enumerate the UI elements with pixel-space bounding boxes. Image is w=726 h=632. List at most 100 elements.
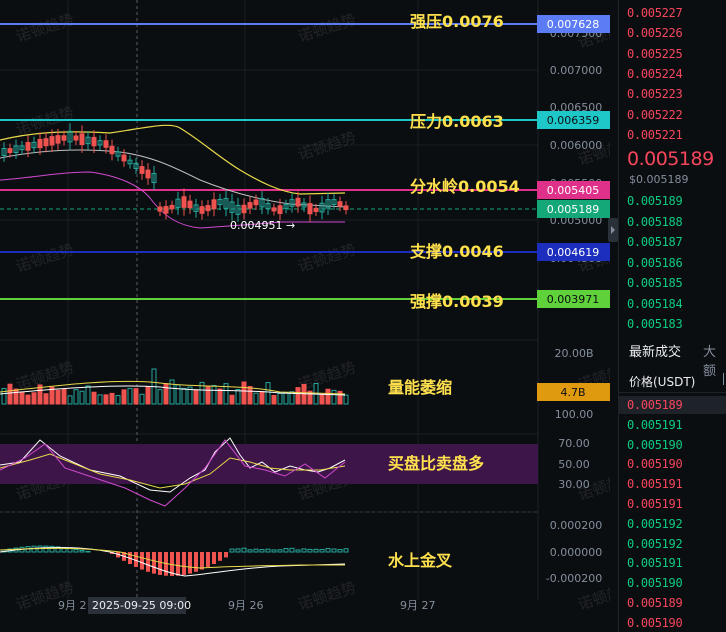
macd-bar	[146, 552, 150, 572]
candle-body	[259, 197, 265, 208]
price-tag-strong-support: 0.003971	[547, 293, 600, 306]
macd-bar	[241, 547, 247, 553]
bid-row[interactable]: 0.005185	[627, 276, 683, 290]
macd-bar	[49, 545, 55, 553]
volume-bar	[187, 386, 193, 405]
candle-body	[43, 138, 49, 147]
collapse-panel-handle[interactable]	[608, 218, 618, 242]
candle-body	[31, 141, 37, 149]
volume-bar	[163, 383, 169, 405]
candle-body	[133, 163, 139, 169]
volume-bar	[85, 385, 91, 405]
ask-row[interactable]: 0.005227	[627, 6, 683, 20]
candle-body	[187, 200, 193, 209]
column-divider	[715, 373, 724, 385]
candle-body	[277, 205, 283, 214]
volume-bar	[91, 391, 97, 405]
volume-bar	[169, 379, 175, 405]
crosshair-time: 2025-09-25 09:00	[92, 599, 191, 612]
trade-row[interactable]: 0.005189	[627, 398, 683, 412]
price-tag-current: 0.005189	[547, 203, 600, 216]
kdj-k	[0, 437, 346, 493]
macd-bar	[289, 547, 295, 553]
axis-label: 50.00	[558, 458, 590, 471]
trade-row[interactable]: 0.005190	[627, 437, 683, 452]
ask-row[interactable]: 0.005225	[627, 46, 683, 61]
candle-body	[91, 136, 97, 147]
candle-body	[181, 196, 187, 208]
candle-body	[49, 136, 55, 146]
candle-body	[217, 198, 223, 206]
volume-bar	[211, 384, 217, 405]
bid-row[interactable]: 0.005187	[627, 235, 683, 249]
trade-row[interactable]: 0.005191	[627, 497, 683, 511]
candle-body	[289, 199, 295, 207]
candle-body	[67, 130, 73, 143]
macd-bar	[224, 552, 228, 558]
price-tag-watershed: 0.005405	[547, 184, 600, 197]
trade-row[interactable]: 0.005190	[627, 615, 683, 630]
trade-row[interactable]: 0.005191	[627, 477, 683, 492]
bid-row[interactable]: 0.005184	[627, 296, 683, 311]
candle-body	[163, 206, 169, 214]
macd-bar	[313, 548, 319, 553]
candle-body	[283, 204, 289, 209]
annotation-strong-support: 强撑0.0039	[410, 292, 504, 311]
macd-bar	[325, 548, 331, 553]
trade-row[interactable]: 0.005189	[627, 596, 683, 610]
candle-body	[103, 140, 109, 148]
volume-bar	[103, 394, 109, 405]
trade-row[interactable]: 0.005191	[627, 417, 683, 432]
annotation-support: 支撑0.0046	[409, 242, 504, 261]
volume-bar	[253, 392, 259, 405]
trade-row[interactable]: 0.005191	[627, 556, 683, 571]
macd-bar	[73, 548, 79, 553]
candle-body	[223, 197, 229, 209]
candle-body	[37, 138, 43, 149]
price-chart[interactable]: 诺顿趋势 诺顿趋势 诺顿趋势 诺顿趋势 诺顿趋势 诺顿趋势 诺顿趋势 诺顿趋势 …	[0, 0, 610, 632]
trade-row[interactable]: 0.005190	[627, 457, 683, 472]
volume-bar	[67, 395, 73, 405]
time-label: 9月 26	[228, 599, 264, 612]
volume-bar	[205, 386, 211, 405]
volume-bar	[337, 390, 343, 405]
volume-bar	[145, 386, 151, 405]
tab-latest-trades[interactable]: 最新成交	[629, 345, 682, 360]
bid-row[interactable]: 0.005186	[627, 255, 683, 270]
candle-body	[25, 142, 31, 151]
ask-row[interactable]: 0.005224	[627, 66, 683, 81]
last-price-usd: $0.005189	[629, 173, 689, 186]
ask-row[interactable]: 0.005222	[627, 107, 683, 122]
volume-bar	[343, 394, 349, 405]
trade-row[interactable]: 0.005192	[627, 536, 683, 551]
bid-row[interactable]: 0.005189	[627, 194, 683, 208]
ask-row[interactable]: 0.005221	[627, 127, 683, 142]
macd-bar	[295, 549, 301, 553]
volume-bar	[25, 394, 31, 405]
volume-bar	[229, 394, 235, 405]
volume-bar	[19, 391, 25, 405]
macd-dea	[0, 547, 345, 569]
bid-row[interactable]: 0.005188	[627, 214, 683, 229]
trade-row[interactable]: 0.005192	[627, 516, 683, 531]
ask-row[interactable]: 0.005226	[627, 26, 683, 41]
price-tag-resistance: 0.006359	[547, 114, 600, 127]
candle-body	[325, 199, 331, 209]
candle-body	[13, 145, 19, 153]
volume-bar	[31, 392, 37, 405]
bid-row[interactable]: 0.005183	[627, 317, 683, 331]
trade-row[interactable]: 0.005190	[627, 576, 683, 591]
axis-label: 0.006000	[550, 139, 603, 152]
macd-bar	[140, 552, 144, 570]
axis-label: 0.000200	[550, 519, 603, 532]
candle-body	[271, 207, 277, 212]
tab-big-trades[interactable]: 大额	[703, 345, 717, 379]
kdj-j	[0, 439, 346, 507]
macd-bar	[188, 552, 192, 574]
axis-label: 30.00	[558, 478, 590, 491]
macd-bar	[271, 549, 277, 553]
volume-ma-1	[0, 380, 346, 395]
bollinger-upper	[0, 124, 346, 195]
ask-row[interactable]: 0.005223	[627, 87, 683, 102]
candle-body	[241, 204, 247, 214]
